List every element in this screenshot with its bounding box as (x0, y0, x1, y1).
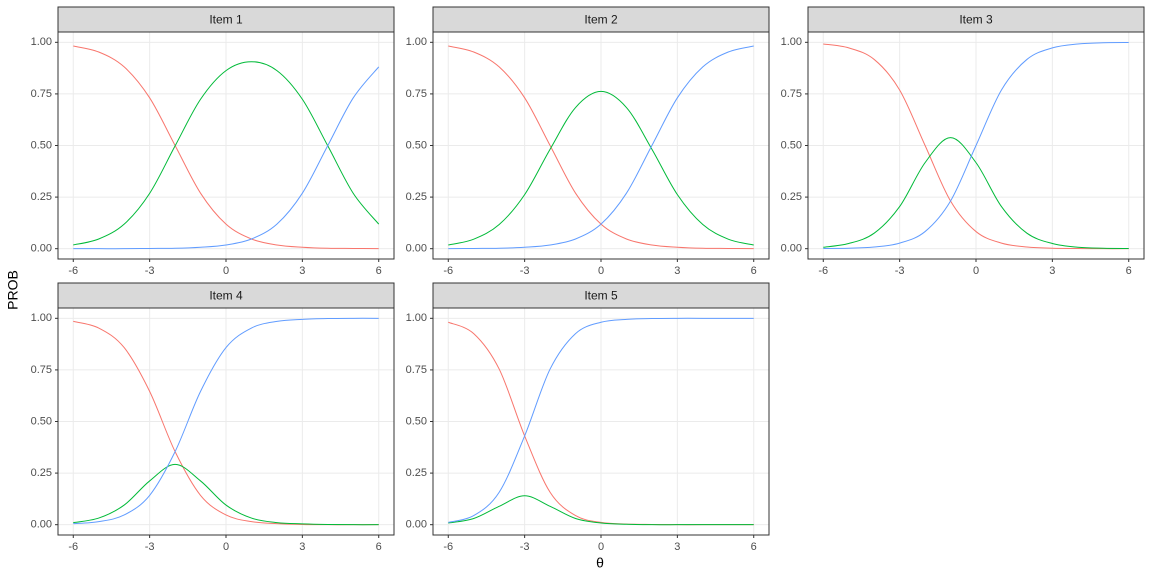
y-tick-label: 0.50 (31, 415, 52, 427)
x-tick-label: -3 (145, 541, 155, 553)
y-tick-label: 0.50 (406, 139, 427, 151)
series-line (823, 137, 1129, 249)
x-tick-label: 3 (299, 541, 305, 553)
y-tick-label: 0.25 (31, 467, 52, 479)
series-line (448, 495, 754, 526)
y-axis-title: PROB (5, 270, 21, 310)
x-tick-label: -6 (818, 265, 828, 277)
series-line (73, 66, 380, 250)
x-axis-title: θ (596, 555, 604, 571)
x-tick-label: 6 (376, 265, 382, 277)
y-tick-label: 0.00 (406, 519, 427, 531)
x-tick-label: -6 (68, 265, 78, 277)
x-tick-label: 0 (223, 265, 229, 277)
x-tick-label: -3 (520, 541, 530, 553)
x-tick-label: 6 (1126, 265, 1132, 277)
y-tick-label: 0.25 (406, 467, 427, 479)
strip-title: Item 1 (209, 13, 243, 27)
strip (57, 282, 395, 309)
x-tick-label: 3 (299, 265, 305, 277)
y-tick-label: 1.00 (781, 36, 802, 48)
strip (807, 6, 1145, 33)
y-tick-label: 0.75 (31, 364, 52, 376)
series-line (823, 43, 1129, 250)
series-line (73, 463, 379, 526)
x-tick-label: -3 (520, 265, 530, 277)
x-tick-label: 3 (674, 265, 680, 277)
panel: 0.00 0.25 0.50 0.75 1.00 -6 -3 0 3 6 Item 3 (781, 6, 1145, 277)
y-tick-label: 1.00 (31, 36, 52, 48)
strip-title: Item 3 (959, 13, 993, 27)
series-line (448, 90, 754, 246)
y-tick-label: 0.75 (406, 88, 427, 100)
panel: 0.00 0.25 0.50 0.75 1.00 -6 -3 0 3 6 Item 5 (406, 282, 770, 553)
y-tick-label: 1.00 (406, 36, 427, 48)
x-tick-label: 0 (973, 265, 979, 277)
x-tick-label: -6 (68, 541, 78, 553)
panel: 0.00 0.25 0.50 0.75 1.00 -6 -3 0 3 6 Item 4 (31, 282, 395, 553)
panel: 0.00 0.25 0.50 0.75 1.00 -6 -3 0 3 6 Item 2 (406, 6, 770, 277)
x-tick-label: 0 (598, 541, 604, 553)
strip-title: Item 5 (584, 289, 618, 303)
x-tick-label: 0 (598, 265, 604, 277)
y-tick-label: 0.25 (31, 191, 52, 203)
series-line (73, 45, 379, 250)
strip-title: Item 2 (584, 13, 618, 27)
x-tick-label: -6 (443, 265, 453, 277)
y-tick-label: 0.25 (406, 191, 427, 203)
x-tick-label: 3 (1049, 265, 1055, 277)
series-line (448, 317, 754, 523)
y-tick-label: 0.25 (781, 191, 802, 203)
series-line (823, 42, 1129, 249)
x-tick-label: 6 (376, 541, 382, 553)
y-tick-label: 0.75 (31, 88, 52, 100)
x-tick-label: -3 (145, 265, 155, 277)
x-tick-label: -3 (895, 265, 905, 277)
x-tick-label: 3 (674, 541, 680, 553)
x-tick-label: 6 (751, 541, 757, 553)
strip (432, 282, 770, 309)
y-tick-label: 0.75 (781, 88, 802, 100)
y-tick-label: 0.00 (781, 243, 802, 255)
strip (57, 6, 395, 33)
series-line (448, 45, 754, 250)
x-tick-label: -6 (443, 541, 453, 553)
x-tick-label: 0 (223, 541, 229, 553)
x-tick-label: 6 (751, 265, 757, 277)
series-line (73, 317, 379, 525)
panel: 0.00 0.25 0.50 0.75 1.00 -6 -3 0 3 6 Item 1 (31, 6, 395, 277)
y-tick-label: 1.00 (406, 312, 427, 324)
y-tick-label: 0.50 (781, 139, 802, 151)
strip-title: Item 4 (209, 289, 243, 303)
y-tick-label: 0.50 (406, 415, 427, 427)
y-tick-label: 0.75 (406, 364, 427, 376)
y-tick-label: 1.00 (31, 312, 52, 324)
y-tick-label: 0.00 (31, 243, 52, 255)
y-tick-label: 0.00 (406, 243, 427, 255)
y-tick-label: 0.50 (31, 139, 52, 151)
y-tick-label: 0.00 (31, 519, 52, 531)
strip (432, 6, 770, 33)
